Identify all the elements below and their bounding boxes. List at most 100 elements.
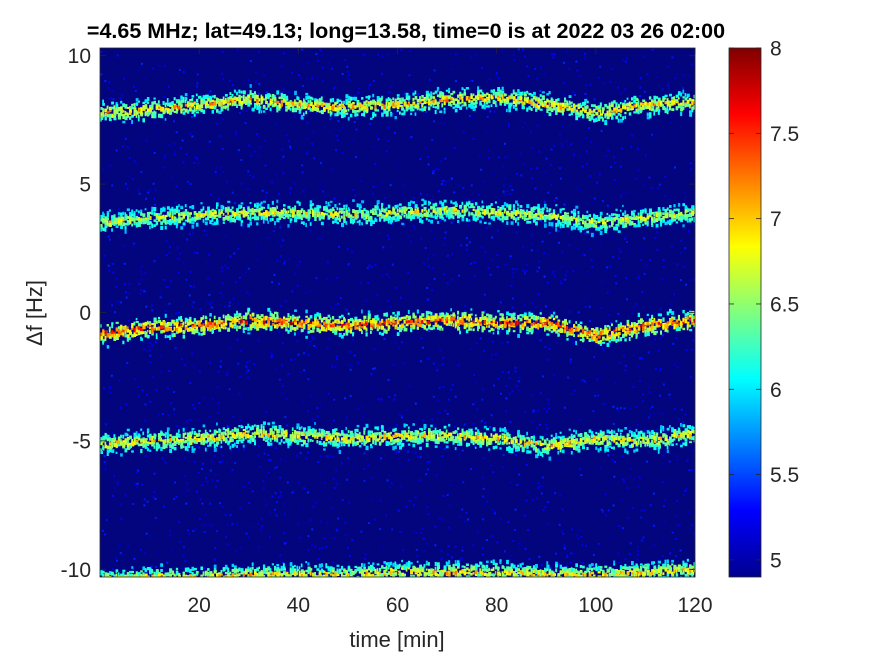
noise-cell (154, 188, 157, 191)
spectral-cell (296, 102, 300, 106)
noise-cell (578, 529, 581, 532)
noise-cell (166, 387, 169, 390)
noise-cell (579, 189, 582, 192)
spectral-cell (271, 97, 274, 102)
spectral-cell (191, 205, 195, 210)
spectral-cell (461, 215, 465, 218)
noise-cell (692, 339, 695, 342)
spectral-cell (254, 213, 256, 216)
noise-cell (232, 297, 235, 300)
spectral-cell (220, 204, 224, 209)
noise-cell (336, 276, 339, 279)
spectral-cell (619, 102, 622, 105)
spectral-cell (316, 104, 320, 108)
noise-cell (591, 266, 594, 269)
spectral-cell (642, 105, 645, 110)
spectral-cell (162, 217, 166, 221)
spectral-cell (316, 99, 319, 103)
spectral-cell (287, 205, 291, 209)
spectral-cell (135, 102, 138, 106)
spectral-cell (124, 216, 128, 221)
spectral-cell (111, 215, 114, 218)
noise-cell (561, 144, 564, 147)
spectral-cell (256, 94, 259, 100)
spectral-cell (249, 98, 252, 102)
noise-cell (450, 388, 453, 391)
noise-cell (655, 447, 658, 450)
spectral-cell (470, 101, 474, 105)
noise-cell (116, 54, 119, 57)
noise-cell (511, 189, 514, 192)
noise-cell (547, 253, 550, 256)
spectral-cell (392, 209, 395, 214)
spectral-cell (586, 114, 589, 119)
noise-cell (655, 226, 658, 229)
spectral-cell (407, 104, 410, 109)
spectral-cell (122, 110, 125, 113)
noise-cell (164, 461, 167, 464)
noise-cell (162, 505, 165, 508)
spectral-cell (477, 205, 481, 210)
noise-cell (259, 527, 262, 529)
noise-cell (481, 476, 484, 479)
noise-cell (638, 322, 641, 325)
spectral-cell (608, 108, 611, 113)
noise-cell (617, 552, 620, 555)
spectral-cell (361, 222, 363, 226)
noise-cell (413, 227, 416, 230)
spectral-cell (428, 99, 430, 103)
spectral-cell (329, 98, 332, 101)
spectral-cell (519, 91, 523, 96)
noise-cell (403, 223, 406, 226)
noise-cell (448, 179, 451, 182)
spectral-cell (202, 219, 205, 223)
noise-cell (329, 455, 332, 458)
noise-cell (619, 406, 622, 409)
noise-cell (434, 544, 437, 547)
spectral-cell (254, 97, 257, 102)
spectral-cell (546, 99, 549, 103)
spectral-cell (249, 202, 252, 204)
noise-cell (364, 553, 367, 556)
noise-cell (181, 139, 184, 142)
noise-cell (360, 180, 363, 183)
noise-cell (523, 55, 526, 58)
spectral-cell (356, 103, 359, 108)
noise-cell (162, 166, 165, 169)
spectral-cell (169, 108, 172, 112)
noise-cell (662, 87, 665, 90)
noise-cell (282, 518, 285, 521)
noise-cell (624, 364, 627, 367)
spectral-cell (428, 214, 431, 218)
noise-cell (581, 325, 584, 328)
spectral-cell (693, 104, 695, 107)
spectral-cell (671, 103, 674, 106)
spectral-cell (392, 206, 395, 209)
spectral-cell (129, 109, 131, 112)
noise-cell (220, 166, 222, 169)
spectral-cell (178, 212, 180, 216)
noise-cell (577, 537, 580, 540)
noise-cell (398, 346, 401, 349)
noise-cell (173, 408, 176, 411)
noise-cell (561, 529, 563, 532)
spectral-cell (169, 102, 173, 105)
spectral-cell (472, 108, 475, 112)
spectral-cell (434, 216, 438, 220)
noise-cell (194, 527, 197, 530)
noise-cell (328, 338, 331, 341)
spectral-cell (220, 106, 223, 111)
spectral-cell (468, 206, 471, 209)
noise-cell (542, 509, 545, 512)
spectral-cell (274, 97, 277, 101)
spectral-cell (276, 205, 278, 209)
spectral-cell (320, 96, 323, 100)
noise-cell (430, 198, 433, 201)
noise-cell (109, 385, 112, 388)
noise-cell (587, 127, 590, 129)
noise-cell (278, 282, 281, 285)
spectral-cell (242, 99, 246, 104)
spectral-cell (579, 111, 583, 116)
noise-cell (432, 217, 435, 220)
spectral-cell (461, 99, 464, 104)
